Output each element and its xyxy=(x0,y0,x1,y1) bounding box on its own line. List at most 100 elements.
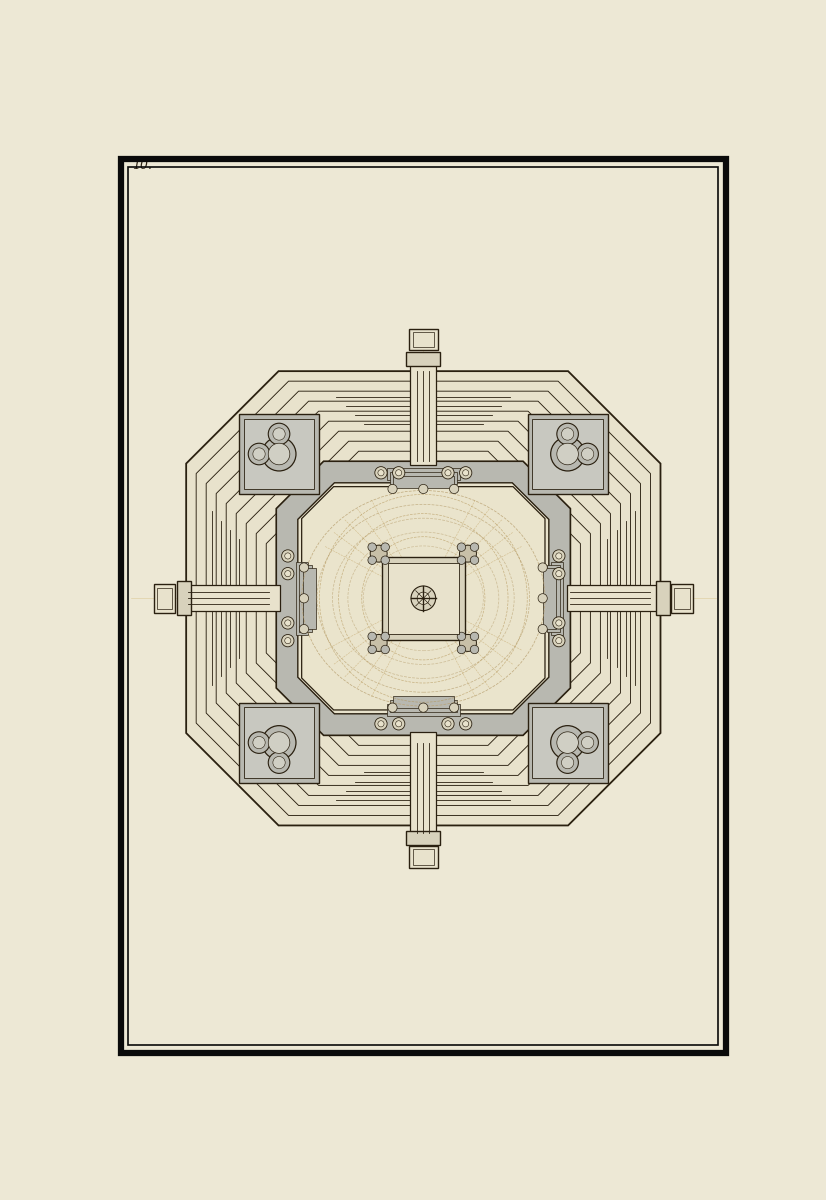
Circle shape xyxy=(282,635,294,647)
Polygon shape xyxy=(186,371,661,826)
Circle shape xyxy=(551,437,585,470)
Circle shape xyxy=(557,443,578,464)
Polygon shape xyxy=(256,442,591,755)
Circle shape xyxy=(396,721,401,727)
Bar xyxy=(411,360,436,466)
Circle shape xyxy=(411,586,435,611)
Polygon shape xyxy=(206,391,640,805)
Circle shape xyxy=(445,721,451,727)
Circle shape xyxy=(562,428,574,440)
Text: 10.: 10. xyxy=(132,158,152,172)
Circle shape xyxy=(459,635,477,652)
Bar xyxy=(388,563,458,634)
Circle shape xyxy=(562,756,574,769)
Bar xyxy=(177,581,191,616)
Circle shape xyxy=(262,726,296,760)
Polygon shape xyxy=(266,451,581,745)
Circle shape xyxy=(470,646,479,654)
Circle shape xyxy=(459,467,472,479)
Circle shape xyxy=(442,467,454,479)
Polygon shape xyxy=(298,482,548,714)
Bar xyxy=(548,565,560,631)
Circle shape xyxy=(538,563,548,572)
Circle shape xyxy=(282,550,294,562)
Circle shape xyxy=(268,424,290,445)
Circle shape xyxy=(553,635,565,647)
Circle shape xyxy=(388,485,397,493)
Bar xyxy=(532,707,603,778)
Circle shape xyxy=(459,545,477,562)
Circle shape xyxy=(577,443,598,464)
Circle shape xyxy=(368,632,377,641)
Circle shape xyxy=(551,726,585,760)
Circle shape xyxy=(458,556,466,564)
Circle shape xyxy=(285,570,291,577)
Circle shape xyxy=(538,594,548,602)
Circle shape xyxy=(370,545,387,562)
Circle shape xyxy=(538,624,548,634)
Circle shape xyxy=(370,635,387,652)
Bar xyxy=(244,419,315,490)
Circle shape xyxy=(577,732,598,754)
Circle shape xyxy=(396,469,401,476)
Circle shape xyxy=(381,632,389,641)
Circle shape xyxy=(381,556,389,564)
Circle shape xyxy=(582,737,594,749)
Circle shape xyxy=(299,594,309,602)
Bar xyxy=(528,414,608,494)
Bar xyxy=(672,583,693,613)
Circle shape xyxy=(388,703,397,713)
Circle shape xyxy=(375,467,387,479)
Circle shape xyxy=(553,550,565,562)
Circle shape xyxy=(249,732,270,754)
Bar xyxy=(409,846,438,868)
Circle shape xyxy=(459,718,472,730)
Bar xyxy=(551,562,563,635)
Polygon shape xyxy=(216,401,630,796)
Circle shape xyxy=(378,721,384,727)
Circle shape xyxy=(449,703,458,713)
Circle shape xyxy=(445,469,451,476)
Bar xyxy=(656,581,670,616)
Bar xyxy=(185,586,280,611)
Circle shape xyxy=(449,485,458,493)
Bar xyxy=(157,588,173,610)
Polygon shape xyxy=(246,431,601,766)
Circle shape xyxy=(253,737,265,749)
Circle shape xyxy=(249,443,270,464)
Circle shape xyxy=(556,570,562,577)
Bar xyxy=(412,850,434,865)
Circle shape xyxy=(557,424,578,445)
Bar xyxy=(411,732,436,838)
Bar xyxy=(387,468,460,480)
Circle shape xyxy=(381,646,389,654)
Bar xyxy=(390,700,457,713)
Bar xyxy=(154,583,175,613)
Polygon shape xyxy=(186,371,661,826)
Circle shape xyxy=(273,428,285,440)
Circle shape xyxy=(253,448,265,460)
Circle shape xyxy=(375,718,387,730)
Bar xyxy=(528,702,608,782)
Circle shape xyxy=(463,721,469,727)
Bar xyxy=(390,472,457,485)
Circle shape xyxy=(470,542,479,551)
Circle shape xyxy=(268,752,290,773)
Circle shape xyxy=(299,563,309,572)
Bar xyxy=(244,707,315,778)
Circle shape xyxy=(458,646,466,654)
Polygon shape xyxy=(226,412,620,786)
Circle shape xyxy=(392,467,405,479)
Circle shape xyxy=(553,617,565,629)
Bar xyxy=(406,352,440,366)
Bar xyxy=(532,419,603,490)
Circle shape xyxy=(381,542,389,551)
Circle shape xyxy=(556,620,562,626)
Circle shape xyxy=(557,732,578,754)
Circle shape xyxy=(557,752,578,773)
Circle shape xyxy=(268,732,290,754)
Circle shape xyxy=(285,553,291,559)
Bar xyxy=(387,703,460,716)
Bar xyxy=(239,702,319,782)
Circle shape xyxy=(470,632,479,641)
